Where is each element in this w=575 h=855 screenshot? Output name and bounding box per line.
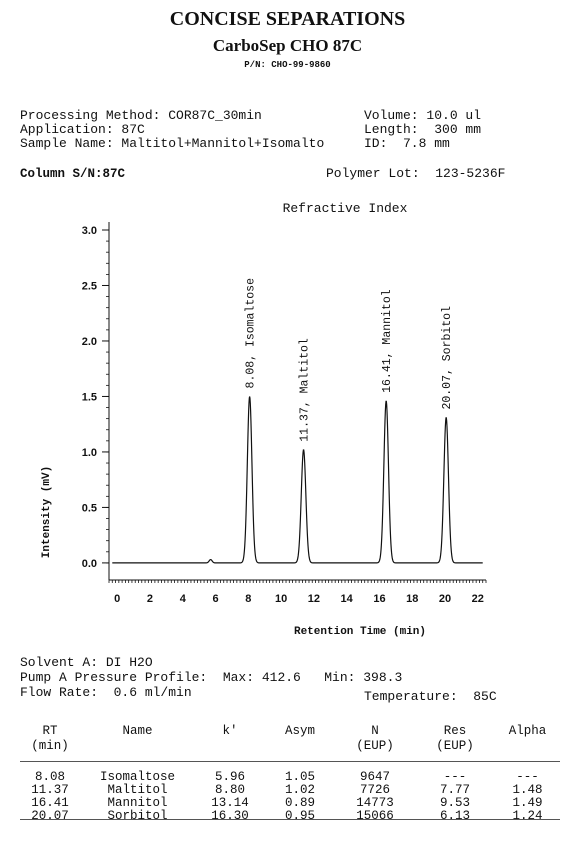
table-bottom-rule: [20, 819, 560, 820]
column-header-name: Name: [80, 724, 195, 762]
y-axis-label: Intensity (mV): [41, 466, 53, 558]
temperature: Temperature: 85C: [364, 689, 497, 704]
cell-rt: 11.37: [31, 783, 69, 797]
chart-title: Refractive Index: [283, 201, 408, 216]
table-row: 16.41 Mannitol 13.14 0.89 14773 9.53 1.4…: [20, 797, 560, 810]
cell-asym: 1.02: [284, 783, 315, 797]
x-tick-label: 10: [275, 593, 287, 605]
x-tick-label: 0: [114, 593, 120, 605]
y-tick-label: 3.0: [82, 225, 97, 237]
x-tick-label: 2: [147, 593, 153, 605]
cell-res: 7.77: [439, 783, 470, 797]
column-serial-number: Column S/N:87C: [20, 167, 126, 181]
peak-label: 11.37, Maltitol: [299, 338, 312, 442]
application: Application: 87C: [20, 122, 145, 137]
y-tick-label: 0.0: [82, 558, 97, 570]
y-tick-label: 2.5: [82, 280, 97, 292]
y-tick-label: 2.0: [82, 336, 97, 348]
part-number: P/N: CHO-99-9860: [244, 60, 331, 70]
chromatogram-trace: [112, 396, 483, 564]
table-row: 20.07 Sorbitol 16.30 0.95 15066 6.13 1.2…: [20, 810, 560, 823]
cell-k: 8.80: [214, 783, 245, 797]
cell-n: 9647: [359, 770, 390, 784]
cell-asym: 0.95: [284, 809, 315, 823]
pump-pressure-profile: Pump A Pressure Profile: Max: 412.6 Min:…: [20, 670, 403, 685]
x-axis-label: Retention Time (min): [294, 626, 426, 638]
peak-label: 8.08, Isomaltose: [245, 278, 258, 389]
cell-n: 15066: [356, 809, 394, 823]
cell-asym: 1.05: [284, 770, 315, 784]
x-tick-label: 8: [245, 593, 251, 605]
peak-label: 16.41, Mannitol: [381, 289, 394, 393]
column-header-alpha: Alpha: [495, 724, 560, 762]
chromatogram-chart: Refractive Index Intensity (mV) Retentio…: [41, 201, 487, 638]
x-tick-label: 12: [308, 593, 320, 605]
column-header-rt: RT (min): [20, 724, 80, 762]
cell-alpha: 1.49: [512, 796, 543, 810]
table-row: 8.08 Isomaltose 5.96 1.05 9647 --- ---: [20, 762, 560, 785]
cell-res: 9.53: [439, 796, 470, 810]
x-tick-label: 14: [341, 593, 354, 605]
cell-alpha: 1.24: [512, 809, 543, 823]
cell-name: Mannitol: [107, 796, 168, 810]
cell-rt: 16.41: [31, 796, 69, 810]
cell-rt: 20.07: [31, 809, 69, 823]
cell-k: 16.30: [211, 809, 249, 823]
solvent: Solvent A: DI H2O: [20, 655, 153, 670]
x-tick-label: 22: [472, 593, 484, 605]
cell-n: 14773: [356, 796, 394, 810]
cell-name: Sorbitol: [107, 809, 168, 823]
cell-rt: 8.08: [34, 770, 65, 784]
y-tick-label: 1.5: [82, 391, 97, 403]
sample-name: Sample Name: Maltitol+Mannitol+Isomalto: [20, 136, 325, 151]
x-tick-label: 6: [212, 593, 218, 605]
flow-rate: Flow Rate: 0.6 ml/min: [20, 685, 192, 700]
cell-k: 5.96: [214, 770, 245, 784]
column-id: ID: 7.8 mm: [364, 136, 450, 151]
polymer-lot: Polymer Lot: 123-5236F: [326, 166, 506, 181]
cell-res: 6.13: [439, 809, 470, 823]
column-header-asym: Asym: [265, 724, 335, 762]
x-tick-label: 20: [439, 593, 451, 605]
cell-name: Maltitol: [107, 783, 168, 797]
product-name: CarboSep CHO 87C: [212, 36, 363, 55]
x-tick-label: 16: [373, 593, 385, 605]
table-row: 11.37 Maltitol 8.80 1.02 7726 7.77 1.48: [20, 784, 560, 797]
length: Length: 300 mm: [364, 122, 482, 137]
results-table: RT (min) Name k' Asym N (EUP) Res (EUP) Alp…: [20, 724, 560, 823]
cell-res: ---: [443, 770, 467, 784]
cell-asym: 0.89: [284, 796, 315, 810]
column-header-res: Res (EUP): [415, 724, 495, 762]
cell-alpha: ---: [516, 770, 539, 784]
y-tick-label: 0.5: [82, 502, 97, 514]
cell-alpha: 1.48: [512, 783, 543, 797]
cell-name: Isomaltose: [99, 770, 175, 784]
column-header-n: N (EUP): [335, 724, 415, 762]
x-tick-label: 18: [406, 593, 418, 605]
cell-k: 13.14: [211, 796, 249, 810]
x-tick-label: 4: [180, 593, 187, 605]
volume: Volume: 10.0 ul: [364, 108, 482, 123]
table-header-row: RT (min) Name k' Asym N (EUP) Res (EUP) Alp…: [20, 724, 560, 762]
y-tick-label: 1.0: [82, 447, 97, 459]
peak-label: 20.07, Sorbitol: [441, 306, 454, 410]
page-title: CONCISE SEPARATIONS: [169, 8, 406, 30]
processing-method: Processing Method: COR87C_30min: [20, 108, 262, 123]
cell-n: 7726: [359, 783, 390, 797]
column-header-k: k': [195, 724, 265, 762]
